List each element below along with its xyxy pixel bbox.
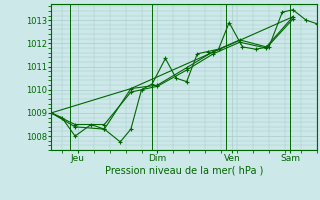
X-axis label: Pression niveau de la mer( hPa ): Pression niveau de la mer( hPa ) <box>105 166 263 176</box>
